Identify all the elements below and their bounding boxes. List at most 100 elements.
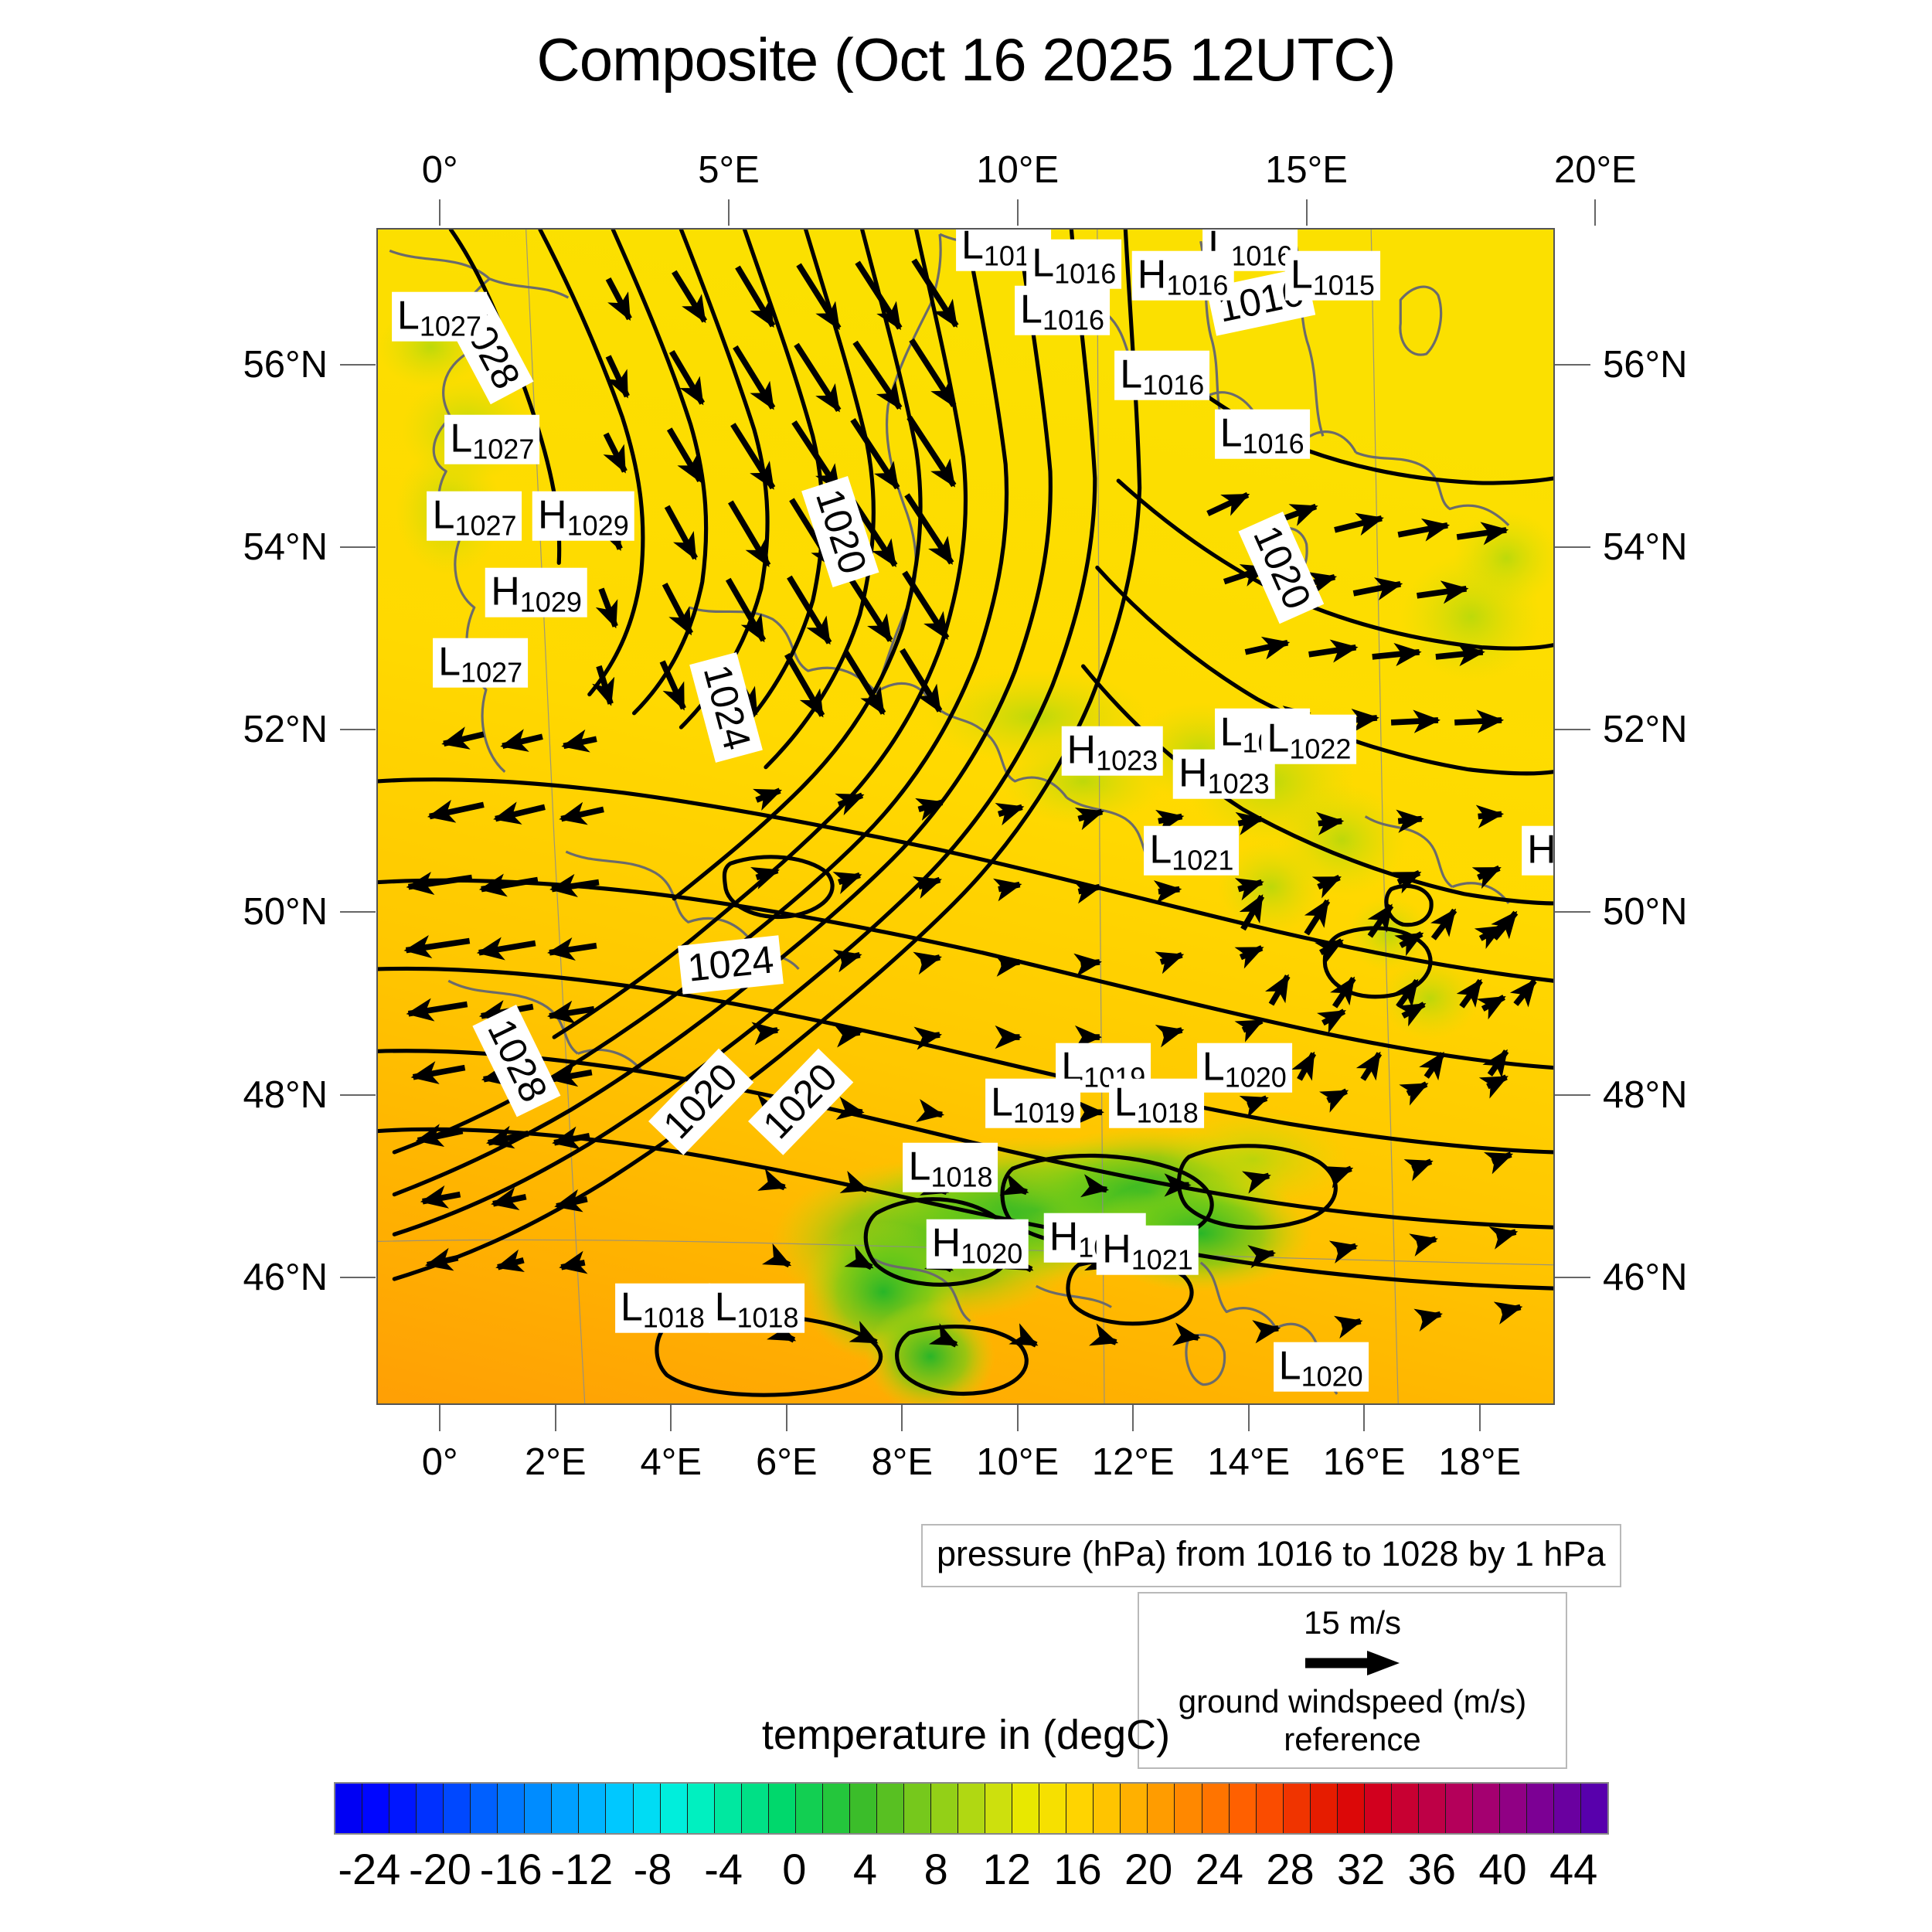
axis-tick-mark-right <box>1555 911 1590 913</box>
colorbar-tick-label: -4 <box>704 1845 743 1893</box>
pressure-low-marker: L1027 <box>444 415 540 465</box>
pressure-marker-type: H <box>1102 1226 1131 1272</box>
pressure-marker-type: L <box>990 1080 1013 1125</box>
page-title: Composite (Oct 16 2025 12UTC) <box>536 26 1396 94</box>
pressure-high-marker: H1023 <box>1061 726 1164 776</box>
colorbar-tick-label: 40 <box>1478 1845 1527 1893</box>
pressure-low-marker: L1018 <box>614 1284 710 1335</box>
right-arrow-icon <box>1305 1651 1400 1676</box>
axis-tick-mark-right <box>1555 1276 1590 1278</box>
colorbar-cell <box>1500 1784 1528 1833</box>
colorbar-tick-label: 20 <box>1124 1845 1173 1893</box>
pressure-marker-value: 1020 <box>1224 1061 1287 1094</box>
axis-tick-label-right: 48°N <box>1603 1073 1688 1116</box>
colorbar-cell <box>417 1784 444 1833</box>
axis-tick-mark-top <box>439 199 441 226</box>
colorbar-cell <box>444 1784 471 1833</box>
pressure-marker-type: H <box>1066 727 1097 773</box>
colorbar-tick-label: -24 <box>338 1845 401 1893</box>
colorbar-cell <box>1039 1784 1067 1833</box>
pressure-marker-value: 1016 <box>1042 304 1105 337</box>
axis-tick-mark-right <box>1555 1094 1590 1096</box>
axis-tick-label-bottom: 2°E <box>524 1441 587 1483</box>
colorbar-cell <box>525 1784 553 1833</box>
temperature-colorbar[interactable] <box>334 1782 1609 1835</box>
pressure-marker-type: H <box>1049 1215 1079 1260</box>
colorbar-cell <box>498 1784 526 1833</box>
axis-tick-mark-bottom <box>1016 1405 1019 1431</box>
map-plot-area[interactable]: 1028 1028 1020 1016 1020 1024 1024 1020 … <box>376 228 1555 1405</box>
pressure-legend: pressure (hPa) from 1016 to 1028 by 1 hP… <box>921 1524 1621 1587</box>
axis-tick-mark-bottom <box>785 1405 787 1431</box>
axis-tick-mark-bottom <box>554 1405 556 1431</box>
axis-tick-mark-right <box>1555 364 1590 366</box>
pressure-marker-type: L <box>438 639 461 685</box>
colorbar-cell <box>335 1784 363 1833</box>
colorbar-tick-label: -16 <box>479 1845 543 1893</box>
colorbar-tick-label: 36 <box>1407 1845 1456 1893</box>
colorbar-cell <box>876 1784 904 1833</box>
axis-tick-label-bottom: 10°E <box>976 1441 1060 1483</box>
pressure-marker-type: H <box>1137 252 1167 298</box>
axis-tick-label-left: 54°N <box>243 526 328 569</box>
axis-tick-mark-left <box>340 1094 376 1096</box>
pressure-marker-value: 1027 <box>419 310 481 342</box>
colorbar-cell <box>1283 1784 1311 1833</box>
pressure-marker-type: L <box>1290 252 1313 298</box>
axis-tick-mark-top <box>1305 199 1308 226</box>
axis-tick-label-bottom: 8°E <box>871 1441 934 1483</box>
pressure-low-marker: L1016 <box>1015 286 1111 337</box>
colorbar-cell <box>1310 1784 1338 1833</box>
colorbar-cell <box>1554 1784 1582 1833</box>
wind-reference-caption: ground windspeed (m/s) reference <box>1178 1683 1527 1757</box>
pressure-marker-value: 1018 <box>736 1302 799 1335</box>
axis-tick-label-bottom: 0° <box>421 1441 458 1483</box>
axis-tick-label-bottom: 18°E <box>1438 1441 1522 1483</box>
pressure-marker-type: L <box>961 228 984 268</box>
pressure-marker-type: L <box>714 1285 737 1331</box>
isobar-contours <box>378 230 1553 1397</box>
pressure-marker-type: L <box>1120 352 1143 397</box>
pressure-marker-value: 1018 <box>642 1302 705 1335</box>
axis-tick-mark-right <box>1555 729 1590 731</box>
pressure-marker-type: H <box>931 1220 961 1266</box>
axis-tick-mark-left <box>340 911 376 913</box>
pressure-marker-type: L <box>432 492 455 538</box>
colorbar-cell <box>1202 1784 1230 1833</box>
colorbar-cell <box>1445 1784 1473 1833</box>
pressure-low-marker: L1027 <box>427 491 522 542</box>
pressure-marker-value: 1029 <box>519 586 582 618</box>
colorbar-cell <box>552 1784 580 1833</box>
pressure-marker-value: 1027 <box>454 509 517 542</box>
colorbar-cell <box>741 1784 769 1833</box>
axis-tick-label-top: 0° <box>421 149 458 191</box>
pressure-low-marker: L1022 <box>1261 714 1357 764</box>
axis-tick-label-right: 54°N <box>1603 526 1688 569</box>
colorbar-cell <box>714 1784 742 1833</box>
colorbar-cell <box>1527 1784 1555 1833</box>
pressure-marker-value: 1019 <box>1012 1097 1076 1129</box>
axis-tick-mark-top <box>1016 199 1019 226</box>
colorbar-tick-label: -12 <box>550 1845 614 1893</box>
colorbar-tick-labels: -24 -20 -16 -12 -8 -4 0 4 8 12 16 20 24 28 32 36 40 44 <box>334 1844 1609 1898</box>
axis-tick-label-left: 46°N <box>243 1256 328 1298</box>
wind-reference-legend: 15 m/s ground windspeed (m/s) reference <box>1138 1592 1567 1769</box>
colorbar-cell <box>1337 1784 1365 1833</box>
colorbar-cell <box>768 1784 796 1833</box>
axis-tick-mark-bottom <box>901 1405 903 1431</box>
contour-label: 1024 <box>677 934 784 995</box>
colorbar-tick-label: 12 <box>982 1845 1031 1893</box>
colorbar-cell <box>1472 1784 1501 1833</box>
colorbar-cell <box>1229 1784 1257 1833</box>
axis-tick-label-bottom: 14°E <box>1207 1441 1291 1483</box>
colorbar-cell <box>1175 1784 1202 1833</box>
pressure-marker-value: 1016 <box>1142 369 1205 401</box>
axis-tick-label-right: 52°N <box>1603 709 1688 751</box>
axis-tick-label-left: 52°N <box>243 709 328 751</box>
pressure-marker-value: 1023 <box>1207 768 1270 801</box>
colorbar-cell <box>362 1784 390 1833</box>
colorbar-cell <box>633 1784 661 1833</box>
pressure-marker-type: L <box>1020 287 1043 333</box>
pressure-low-marker: L1016 <box>1202 230 1298 271</box>
pressure-marker-type: L <box>1278 1344 1301 1389</box>
